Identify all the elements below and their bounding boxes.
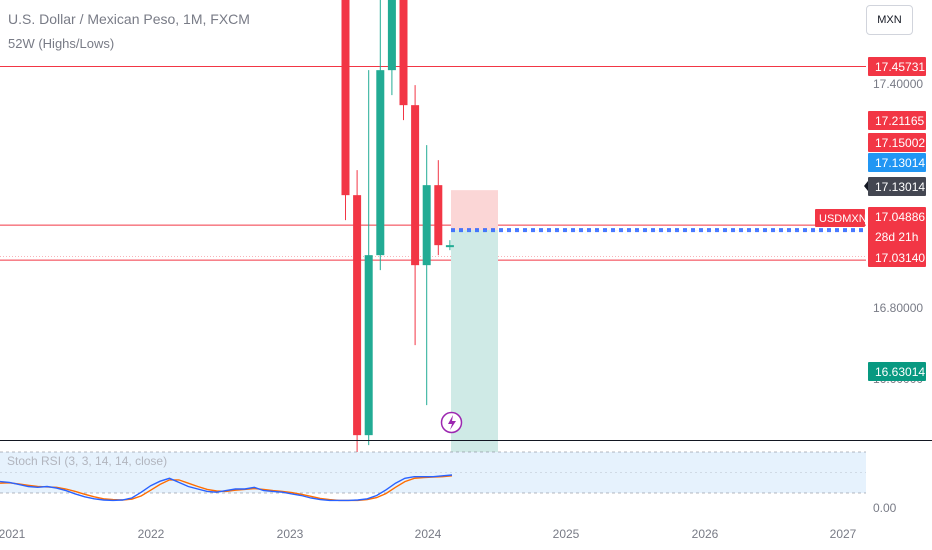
stoch-band [0,452,866,493]
price-badge[interactable] [868,177,926,196]
stoch-d-line[interactable] [0,475,453,502]
currency-button[interactable]: MXN [866,5,913,35]
candle-body[interactable] [341,0,350,196]
x-axis-tick-label: 2021 [0,527,26,541]
price-badge[interactable] [868,248,926,267]
y-axis-tick-label: 17.40000 [873,77,923,91]
price-badge-label: 17.21165 [875,114,924,128]
stoch-k-line[interactable] [0,474,453,502]
x-axis-tick-label: 2022 [138,527,165,541]
stoch-scale-label: 0.00 [873,501,897,515]
price-badge-label: 16.63014 [875,365,925,379]
candle-body[interactable] [411,105,420,266]
position-profit-zone[interactable] [451,230,498,481]
candle-body[interactable] [376,70,385,256]
price-badge[interactable] [868,111,926,130]
x-axis-tick-label: 2024 [415,527,442,541]
x-axis-tick-label: 2023 [277,527,304,541]
candle-body[interactable] [353,195,362,436]
symbol-badge[interactable] [815,209,865,227]
symbol-badge-label: USDMXN [819,213,867,225]
symbol-title[interactable]: U.S. Dollar / Mexican Peso, 1M, FXCM [8,11,250,27]
candle-body[interactable] [399,0,408,106]
candle-body[interactable] [434,185,443,246]
candle-body[interactable] [364,255,373,436]
stoch-rsi-label[interactable]: Stoch RSI (3, 3, 14, 14, close) [7,454,168,468]
price-badge-label: 17.45731 [875,60,925,74]
price-badge[interactable] [868,153,926,172]
x-axis-tick-label: 2026 [692,527,719,541]
price-badge-label: 17.04886 [875,210,925,224]
countdown-label: 28d 21h [875,230,918,244]
price-badge-label: 17.13014 [875,180,925,194]
price-badge[interactable] [868,57,926,76]
indicator-52w-label[interactable]: 52W (Highs/Lows) [8,36,115,51]
price-badge[interactable] [868,133,926,152]
price-badge-label: 17.03140 [875,251,925,265]
price-badge[interactable] [868,362,926,381]
lightning-icon-bolt [448,415,456,430]
candle-body[interactable] [445,245,454,248]
price-badge-label: 17.15002 [875,136,925,150]
price-badge-label: 17.13014 [875,156,925,170]
x-axis-tick-label: 2025 [553,527,580,541]
y-axis-tick-label: 16.80000 [873,301,923,315]
x-axis-tick-label: 2027 [830,527,857,541]
candle-body[interactable] [387,0,396,71]
last-price-marker [864,181,868,191]
candle-body[interactable] [422,185,431,266]
position-stop-zone[interactable] [451,190,498,231]
